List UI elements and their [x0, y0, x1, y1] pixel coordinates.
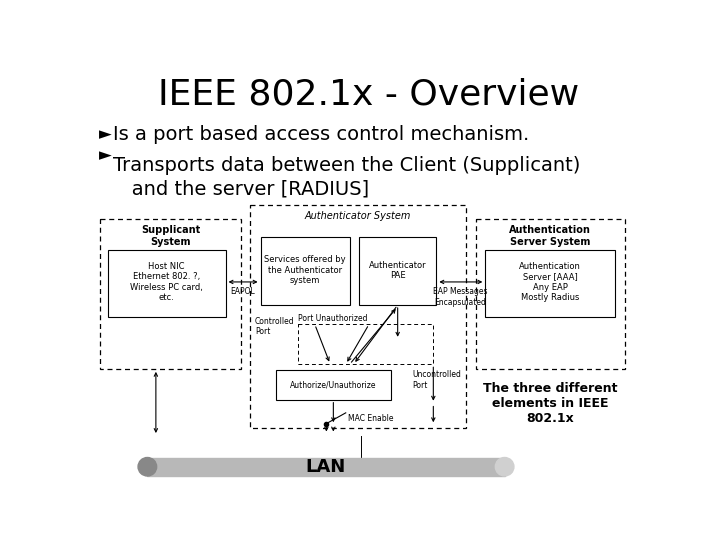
Text: EAPOL: EAPOL [230, 287, 255, 296]
Text: Authorize/Unauthorize: Authorize/Unauthorize [290, 381, 377, 390]
Text: Controlled
Port: Controlled Port [255, 316, 294, 336]
Text: IEEE 802.1x - Overview: IEEE 802.1x - Overview [158, 77, 580, 111]
Ellipse shape [495, 457, 514, 476]
Text: ►: ► [99, 125, 112, 143]
Bar [148, 457, 505, 476]
Bar [485, 249, 616, 318]
Bar [251, 205, 466, 428]
Text: Is a port based access control mechanism.: Is a port based access control mechanism… [113, 125, 529, 144]
Text: Services offered by
the Authenticator
system: Services offered by the Authenticator sy… [264, 255, 346, 285]
Text: Authentication
Server System: Authentication Server System [510, 225, 591, 247]
Text: Authenticator System: Authenticator System [305, 211, 411, 221]
Bar [297, 325, 433, 364]
Text: Uncontrolled
Port: Uncontrolled Port [413, 370, 462, 390]
Text: Port Unauthorized: Port Unauthorized [297, 314, 367, 323]
Ellipse shape [138, 457, 157, 476]
Text: MAC Enable: MAC Enable [348, 414, 394, 423]
Bar [108, 249, 225, 318]
Text: EAP Messages
Encapsulated: EAP Messages Encapsulated [433, 287, 487, 307]
Text: Transports data between the Client (Supplicant)
   and the server [RADIUS]: Transports data between the Client (Supp… [113, 156, 580, 198]
Bar [476, 219, 625, 369]
Text: Host NIC
Ethernet 802. ?,
Wireless PC card,
etc.: Host NIC Ethernet 802. ?, Wireless PC ca… [130, 262, 203, 302]
Text: ►: ► [99, 147, 112, 165]
Text: Authenticator
PAE: Authenticator PAE [369, 261, 426, 280]
Text: The three different
elements in IEEE
802.1x: The three different elements in IEEE 802… [483, 382, 618, 425]
Bar [100, 219, 241, 369]
Bar [359, 237, 436, 305]
Bar [261, 237, 350, 305]
Bar [276, 370, 391, 400]
Text: Supplicant
System: Supplicant System [141, 225, 200, 247]
Text: Authentication
Server [AAA]
Any EAP
Mostly Radius: Authentication Server [AAA] Any EAP Most… [519, 262, 581, 302]
Text: LAN: LAN [306, 458, 346, 476]
